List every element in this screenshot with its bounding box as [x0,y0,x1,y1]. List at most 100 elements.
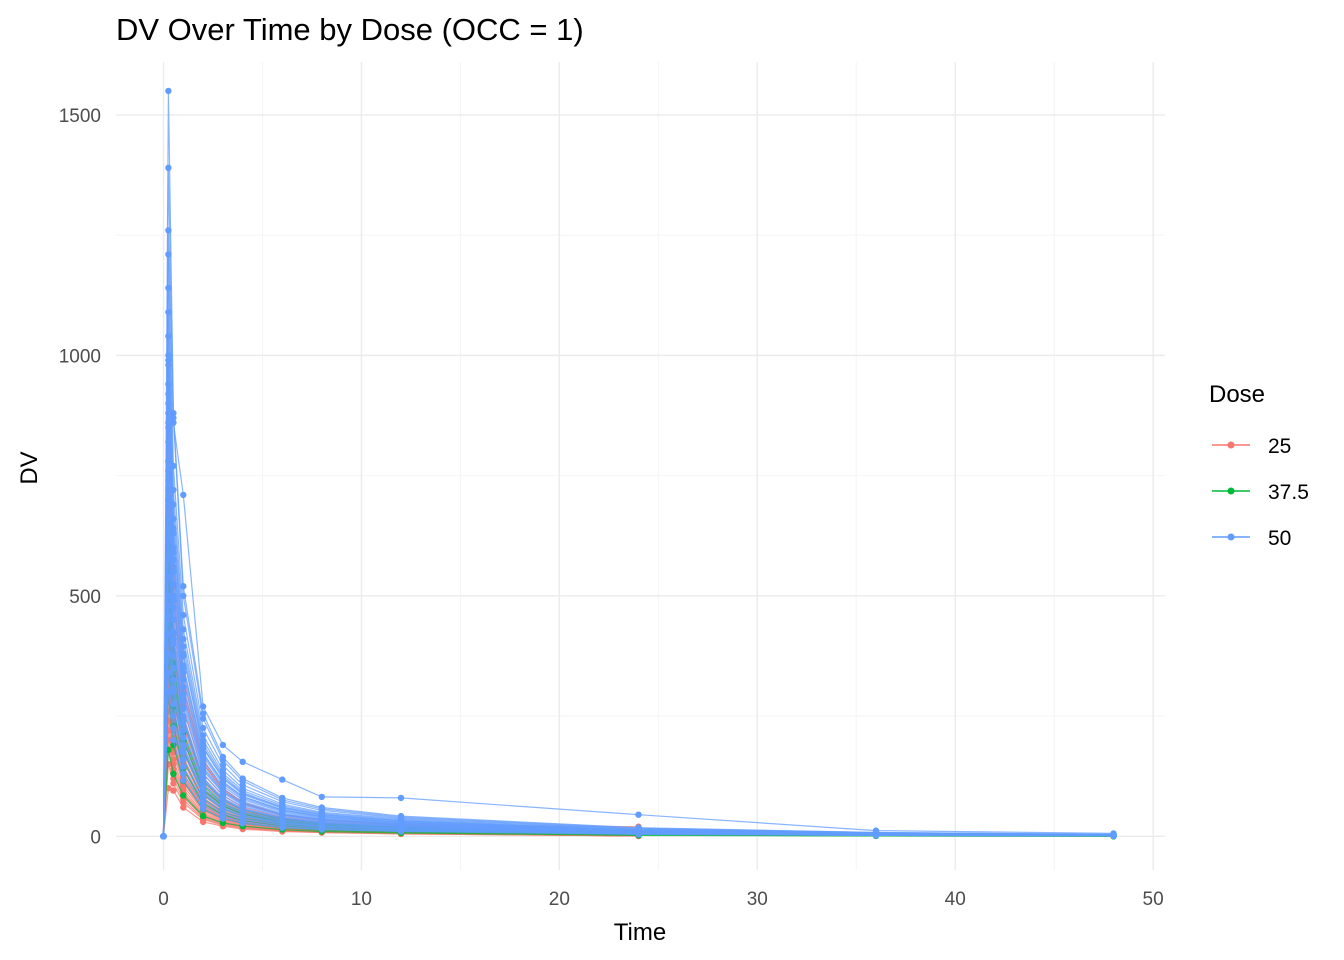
series-line [162,518,1114,837]
data-point [170,724,177,732]
series-line [162,384,1114,837]
series-line [162,557,1114,837]
data-point [219,815,227,822]
x-tick-label: 50 [1143,889,1164,910]
data-point [180,777,187,784]
series-line [162,634,1114,837]
series-50 [160,87,1117,840]
data-point [165,87,172,95]
series-line [162,287,1114,837]
data-point [219,805,227,812]
series-line [162,461,639,837]
data-point [279,806,286,814]
data-point [199,790,207,797]
data-point [170,780,177,787]
series-line [162,254,1114,837]
series-line [162,571,1114,837]
series-37.5 [160,515,1117,840]
series-line [162,403,1114,837]
data-point [165,164,172,171]
chart-title: DV Over Time by Dose (OCC = 1) [116,12,584,47]
series-line [162,393,1114,837]
data-point [165,251,172,258]
data-point [170,770,177,777]
x-tick-label: 40 [945,889,966,910]
y-axis-label: DV [16,451,43,484]
x-tick-label: 20 [549,889,570,910]
data-point [318,793,325,801]
series-line [162,90,1114,837]
data-point [165,390,172,398]
legend-item-50: 50 [1212,527,1291,550]
series-line [162,422,1114,837]
data-point [180,650,187,657]
data-point [239,820,246,827]
data-point [199,776,207,783]
series-line [162,336,1114,837]
data-point [1110,832,1117,840]
series-line [162,480,1114,837]
series-line [162,499,1114,837]
legend-label: 50 [1268,527,1291,550]
data-point [180,745,187,752]
series-line [162,312,1114,837]
series-line [162,538,1114,837]
data-point [170,736,177,744]
y-tick-label: 1500 [59,106,101,127]
data-point [165,467,172,474]
data-point [165,308,172,316]
series-line [162,470,1114,837]
data-point [170,787,177,794]
series-line [162,360,1114,837]
data-point [199,805,207,813]
y-tick-label: 0 [90,827,101,848]
data-point [180,716,187,724]
data-point [165,525,172,532]
data-point [180,491,187,499]
data-point [635,830,642,837]
data-point [239,806,246,813]
x-tick-label: 10 [351,889,372,910]
x-tick-label: 0 [158,889,169,910]
legend-item-25: 25 [1212,435,1291,458]
data-point [160,833,167,840]
x-axis-label: Time [614,919,666,946]
data-point [165,284,172,292]
data-point [239,758,246,765]
data-point [165,352,172,359]
series-line [162,518,1114,837]
series-layer [160,87,1117,840]
legend: Dose 25 37.5 50 [1209,381,1309,550]
series-line [162,624,1114,837]
series-line [162,547,1114,837]
series-line [162,427,639,837]
data-point [165,761,172,768]
series-line [162,523,639,837]
x-tick-label: 30 [747,889,768,910]
data-point [170,635,177,643]
data-point [239,812,246,820]
series-line [162,230,1114,837]
legend-key-point [1227,533,1235,541]
data-point [397,825,405,833]
data-point [180,693,187,701]
data-point [397,794,405,802]
grid-layer [116,62,1165,870]
data-point [180,664,187,672]
data-point [318,823,325,830]
data-point [219,779,227,786]
data-point [170,684,177,691]
data-point [239,800,246,808]
series-line [162,605,1114,837]
series-line [162,167,1114,837]
y-tick-label: 1000 [59,346,101,367]
data-point [170,525,177,532]
data-point [872,831,880,839]
legend-key-point [1227,487,1235,495]
data-point [199,765,207,772]
data-point [219,819,227,827]
data-point [165,227,172,234]
legend-key-point [1227,441,1235,449]
data-point [279,824,286,831]
